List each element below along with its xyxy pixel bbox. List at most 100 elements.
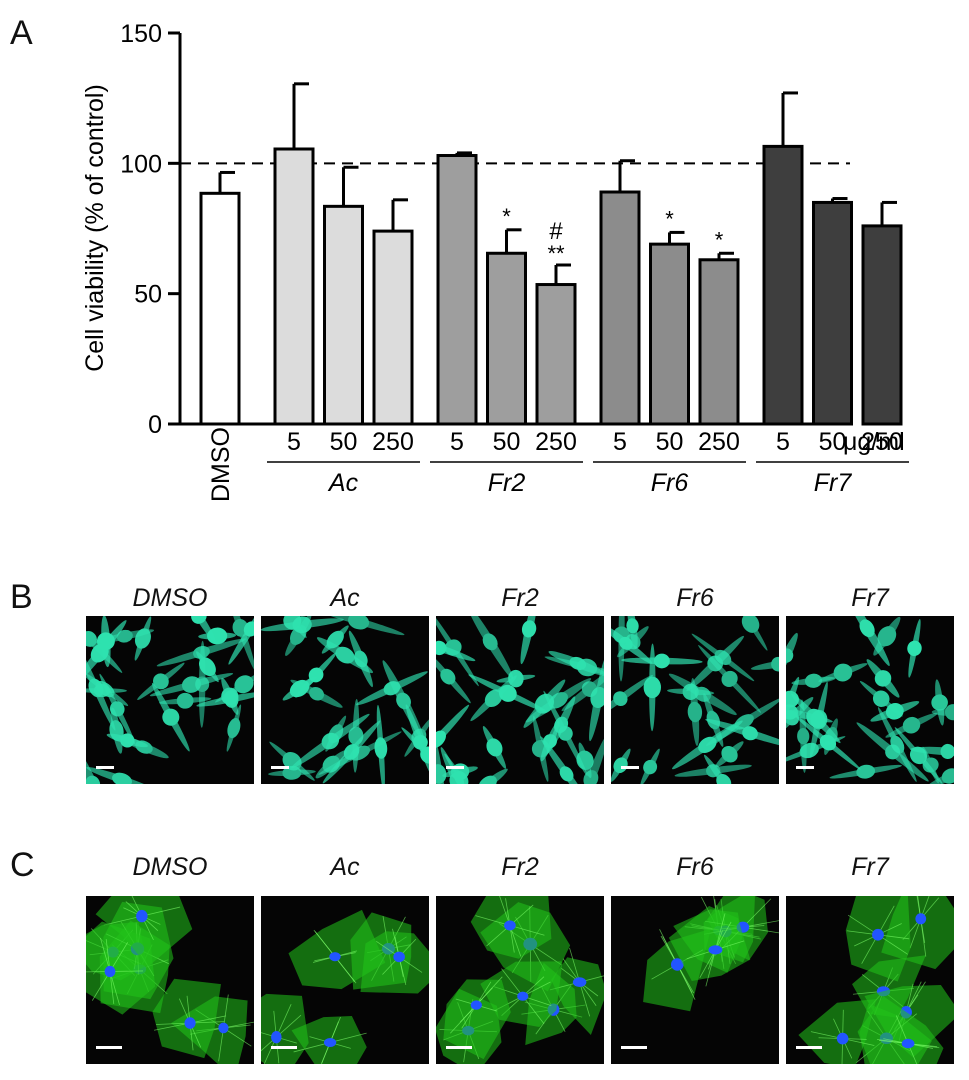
cell-shape bbox=[356, 671, 428, 706]
panel-letter-a: A bbox=[10, 14, 33, 52]
cell-shape bbox=[589, 653, 604, 742]
micrograph-label-dmso: DMSO bbox=[132, 853, 208, 881]
micrograph-image bbox=[436, 896, 604, 1064]
y-tick-label: 50 bbox=[134, 281, 162, 309]
cell-shape bbox=[877, 707, 917, 782]
cell-shape bbox=[910, 743, 954, 760]
x-tick-label: 5 bbox=[287, 428, 301, 456]
cell-body bbox=[288, 909, 386, 990]
cell-shape bbox=[182, 616, 216, 643]
group-label: Fr7 bbox=[814, 469, 853, 497]
micrograph-image bbox=[261, 616, 429, 784]
cell-shape bbox=[436, 730, 447, 784]
cell-shape bbox=[482, 726, 507, 769]
micrograph-c-dmso bbox=[86, 896, 254, 1064]
micrograph-image bbox=[86, 896, 254, 1064]
micrograph-c-ac bbox=[261, 896, 429, 1064]
scale-bar bbox=[446, 766, 464, 769]
micrograph-label-ac: Ac bbox=[330, 853, 360, 881]
x-unit-label: μg/ml bbox=[843, 428, 905, 456]
nucleus bbox=[504, 920, 516, 931]
cell-shape bbox=[786, 676, 800, 722]
micrograph-image bbox=[611, 616, 779, 784]
cell-shape bbox=[923, 762, 954, 784]
nucleus bbox=[323, 1037, 337, 1048]
cell-body bbox=[443, 979, 511, 1060]
nucleus bbox=[136, 909, 148, 923]
significance-marker: ** bbox=[547, 241, 565, 266]
bar bbox=[861, 224, 903, 426]
cell-shape bbox=[829, 764, 902, 779]
micrograph-label-fr7: Fr7 bbox=[851, 584, 889, 612]
cell-shape bbox=[691, 633, 755, 682]
nucleus bbox=[184, 1017, 196, 1029]
cell-shape bbox=[86, 767, 158, 784]
micrograph-image bbox=[796, 896, 954, 1064]
nucleus bbox=[271, 1030, 282, 1044]
micrograph-b-fr2 bbox=[436, 616, 604, 784]
micrograph-label-ac: Ac bbox=[330, 584, 360, 612]
viability-bar-chart: 0 50 100 150 Cell viability (% of control) DM… bbox=[81, 20, 909, 502]
bar bbox=[599, 190, 641, 426]
cell-shape bbox=[228, 616, 254, 665]
nucleus bbox=[872, 928, 884, 941]
micrograph-image bbox=[261, 909, 429, 1064]
bar bbox=[323, 204, 364, 426]
cell-shape bbox=[325, 715, 347, 752]
cell-shape bbox=[705, 718, 779, 748]
cell-shape bbox=[436, 634, 476, 662]
cell-shape bbox=[520, 616, 538, 665]
bar bbox=[436, 154, 478, 426]
y-axis-label: Cell viability (% of control) bbox=[81, 84, 109, 372]
cell-shape bbox=[96, 616, 115, 668]
cell-shape bbox=[931, 679, 948, 726]
cell-shape bbox=[525, 678, 592, 723]
x-tick-label-dmso: DMSO bbox=[207, 427, 235, 502]
micrograph-image bbox=[786, 616, 954, 784]
micrograph-c-fr7 bbox=[786, 896, 954, 1064]
scale-bar bbox=[271, 766, 289, 769]
cell-shape bbox=[540, 736, 593, 784]
cell-shape bbox=[467, 616, 514, 679]
scale-bar bbox=[96, 766, 114, 769]
cell-shape bbox=[312, 616, 405, 636]
cell-shape bbox=[672, 720, 743, 770]
cell-shape bbox=[907, 618, 922, 678]
nucleus bbox=[901, 1038, 915, 1049]
x-tick-label: 50 bbox=[656, 428, 684, 456]
x-tick-label: 5 bbox=[613, 428, 627, 456]
cell-shape bbox=[922, 746, 939, 784]
micrograph-b-fr7 bbox=[786, 616, 954, 784]
cell-shape bbox=[348, 699, 364, 773]
cell-shape bbox=[404, 716, 429, 757]
cell-shape bbox=[134, 616, 152, 661]
group-label: Ac bbox=[327, 469, 359, 497]
nucleus bbox=[670, 958, 684, 971]
significance-marker: * bbox=[665, 206, 674, 231]
x-tick-label: 50 bbox=[493, 428, 521, 456]
cell-shape bbox=[668, 673, 737, 716]
cell-shape bbox=[791, 673, 836, 688]
cell-shape bbox=[866, 659, 900, 698]
scale-bar bbox=[446, 1046, 472, 1049]
significance-marker: * bbox=[715, 227, 724, 252]
panel-letter-c: C bbox=[10, 846, 35, 884]
x-tick-label: 250 bbox=[535, 428, 577, 456]
cell-shape bbox=[282, 676, 317, 701]
y-tick-label: 150 bbox=[120, 20, 162, 48]
scale-bar bbox=[96, 1046, 122, 1049]
group-label: Fr2 bbox=[488, 469, 526, 497]
micrograph-label-fr7: Fr7 bbox=[851, 853, 889, 881]
cell-shape bbox=[687, 677, 703, 746]
cell-shape bbox=[195, 640, 210, 728]
cell-shape bbox=[470, 675, 517, 722]
cell-shape bbox=[226, 704, 242, 752]
cell-shape bbox=[873, 616, 901, 656]
bar bbox=[535, 283, 577, 426]
cell-shape bbox=[151, 682, 190, 752]
cell-body bbox=[360, 931, 429, 994]
bar bbox=[273, 147, 315, 426]
nucleus bbox=[572, 977, 587, 988]
cell-shape bbox=[611, 674, 653, 723]
cell-shape bbox=[715, 741, 744, 768]
